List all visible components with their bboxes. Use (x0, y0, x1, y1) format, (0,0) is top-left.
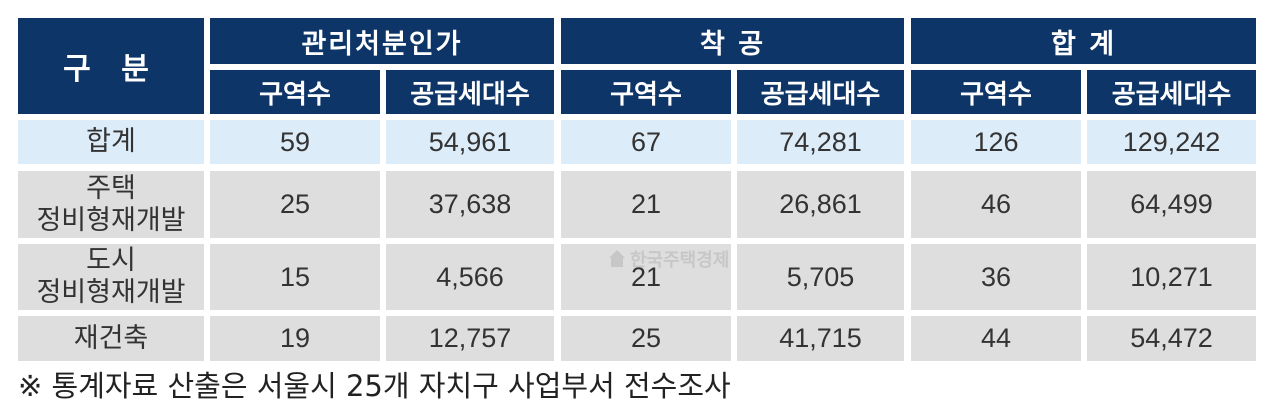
table-cell: 41,715 (737, 316, 904, 361)
table-cell: 12,757 (386, 316, 554, 361)
subheader-approval-districts: 구역수 (210, 70, 380, 114)
row-label-reconstruction: 재건축 (18, 316, 204, 361)
group-header-total: 합 계 (911, 18, 1256, 64)
row-label-line: 주택 (86, 172, 136, 204)
row-label-total: 합계 (18, 120, 204, 164)
table-cell: 21 (561, 171, 731, 238)
row-label-line: 재건축 (73, 322, 149, 354)
table-cell: 4,566 (386, 244, 554, 310)
table-cell: 5,705 (737, 244, 904, 310)
table-cell: 64,499 (1087, 171, 1256, 238)
table-cell: 19 (210, 316, 380, 361)
row-label-housing-redevelopment: 주택 정비형재개발 (18, 171, 204, 238)
table-cell: 10,271 (1087, 244, 1256, 310)
table-cell: 15 (210, 244, 380, 310)
table-cell: 44 (911, 316, 1081, 361)
row-label-line: 합계 (86, 126, 136, 157)
watermark-text: 한국주택경제 (630, 250, 730, 271)
table-cell: 25 (210, 171, 380, 238)
group-header-approval: 관리처분인가 (210, 18, 554, 64)
group-header-construction: 착 공 (561, 18, 904, 64)
category-header: 구 분 (18, 18, 204, 114)
footnote: ※ 통계자료 산출은 서울시 25개 자치구 사업부서 전수조사 (18, 369, 731, 403)
subheader-construction-districts: 구역수 (561, 70, 731, 114)
subheader-approval-units: 공급세대수 (386, 70, 554, 114)
table-cell: 21 (561, 244, 731, 310)
table-cell: 67 (561, 120, 731, 164)
subheader-construction-units: 공급세대수 (737, 70, 904, 114)
table-cell: 54,472 (1087, 316, 1256, 361)
table-cell: 25 (561, 316, 731, 361)
subheader-total-units: 공급세대수 (1087, 70, 1256, 114)
subheader-total-districts: 구역수 (911, 70, 1081, 114)
row-label-urban-redevelopment: 도시 정비형재개발 (18, 244, 204, 310)
table-cell: 37,638 (386, 171, 554, 238)
row-label-line: 정비형재개발 (36, 277, 186, 308)
row-label-line: 도시 (86, 245, 136, 276)
table-cell: 46 (911, 171, 1081, 238)
watermark: 한국주택경제 (608, 246, 729, 272)
table-cell: 54,961 (386, 120, 554, 164)
table-cell: 26,861 (737, 171, 904, 238)
table-cell: 36 (911, 244, 1081, 310)
table-cell: 126 (911, 120, 1081, 164)
table-cell: 129,242 (1087, 120, 1256, 164)
table-cell: 74,281 (737, 120, 904, 164)
house-icon (608, 250, 626, 268)
table-cell: 59 (210, 120, 380, 164)
row-label-line: 정비형재개발 (36, 204, 186, 236)
